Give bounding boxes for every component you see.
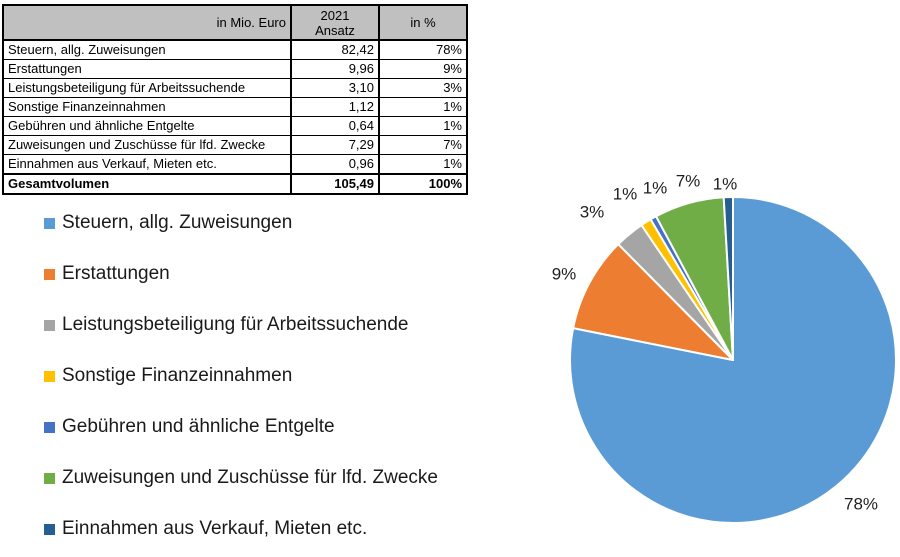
legend-item: Erstattungen — [44, 263, 438, 285]
row-label: Sonstige Finanzeinnahmen — [2, 97, 292, 117]
row-percent: 7% — [378, 135, 468, 155]
table-row: Steuern, allg. Zuweisungen 82,42 78% — [2, 39, 468, 60]
legend-label: Steuern, allg. Zuweisungen — [62, 212, 293, 233]
row-value: 3,10 — [290, 78, 380, 98]
row-label: Steuern, allg. Zuweisungen — [2, 39, 292, 60]
pie-data-label: 1% — [613, 185, 638, 204]
row-percent: 100% — [378, 173, 468, 195]
legend-label: Einnahmen aus Verkauf, Mieten etc. — [62, 518, 368, 539]
row-value: 105,49 — [290, 173, 380, 195]
table-header: in Mio. Euro 2021 Ansatz in % — [2, 4, 468, 41]
table-header-unit: in Mio. Euro — [2, 4, 292, 41]
legend-item: Steuern, allg. Zuweisungen — [44, 212, 438, 234]
row-label: Einnahmen aus Verkauf, Mieten etc. — [2, 154, 292, 175]
pie-data-label: 78% — [844, 495, 878, 514]
table-header-year-line2: Ansatz — [315, 22, 355, 38]
table-row: Zuweisungen und Zuschüsse für lfd. Zweck… — [2, 135, 468, 155]
legend-swatch-icon — [44, 523, 55, 535]
legend-swatch-icon — [44, 421, 55, 433]
row-label: Erstattungen — [2, 59, 292, 79]
pie-data-label: 7% — [676, 172, 701, 191]
row-value: 0,64 — [290, 116, 380, 136]
pie-slice — [572, 243, 734, 361]
pie-slice — [568, 196, 897, 524]
row-label: Leistungsbeteiligung für Arbeitssuchende — [2, 78, 292, 98]
table-total-row: Gesamtvolumen 105,49 100% — [2, 173, 468, 195]
legend-swatch-icon — [44, 319, 55, 331]
legend-label: Sonstige Finanzeinnahmen — [62, 365, 293, 386]
pie-data-label: 1% — [713, 175, 738, 194]
pie-data-label: 3% — [580, 203, 605, 222]
legend-item: Gebühren und ähnliche Entgelte — [44, 416, 438, 438]
legend-item: Einnahmen aus Verkauf, Mieten etc. — [44, 518, 438, 540]
legend-swatch-icon — [44, 268, 55, 280]
table-header-year-line1: 2021 — [320, 7, 350, 23]
row-percent: 1% — [378, 97, 468, 117]
row-value: 9,96 — [290, 59, 380, 79]
row-value: 7,29 — [290, 135, 380, 155]
row-percent: 78% — [378, 39, 468, 60]
legend-label: Erstattungen — [62, 263, 170, 284]
legend-swatch-icon — [44, 217, 55, 229]
legend-swatch-icon — [44, 472, 55, 484]
legend-label: Zuweisungen und Zuschüsse für lfd. Zweck… — [62, 467, 438, 488]
pie-data-label: 9% — [552, 265, 577, 284]
table-row: Sonstige Finanzeinnahmen 1,12 1% — [2, 97, 468, 117]
table-body: Steuern, allg. Zuweisungen 82,42 78% Erstat… — [2, 39, 468, 195]
legend-item: Leistungsbeteiligung für Arbeitssuchende — [44, 314, 438, 336]
pie-data-label: 1% — [643, 179, 668, 198]
row-percent: 1% — [378, 116, 468, 136]
row-value: 82,42 — [290, 39, 380, 60]
table-row: Gebühren und ähnliche Entgelte 0,64 1% — [2, 116, 468, 136]
budget-table: in Mio. Euro 2021 Ansatz in % Steuern, al… — [2, 4, 468, 195]
row-percent: 3% — [378, 78, 468, 98]
pie-chart: 78% 9% 3% 1% 1% 7% 1% — [552, 172, 897, 524]
table-row: Leistungsbeteiligung für Arbeitssuchende… — [2, 78, 468, 98]
legend-item: Zuweisungen und Zuschüsse für lfd. Zweck… — [44, 467, 438, 489]
pie-slice — [722, 196, 734, 361]
row-value: 0,96 — [290, 154, 380, 175]
row-percent: 9% — [378, 59, 468, 79]
table-header-percent: in % — [378, 4, 468, 41]
table-header-row: in Mio. Euro 2021 Ansatz in % — [2, 4, 468, 41]
row-value: 1,12 — [290, 97, 380, 117]
legend-label: Gebühren und ähnliche Entgelte — [62, 416, 335, 437]
row-label: Zuweisungen und Zuschüsse für lfd. Zweck… — [2, 135, 292, 155]
row-label: Gebühren und ähnliche Entgelte — [2, 116, 292, 136]
pie-legend: Steuern, allg. Zuweisungen Erstattungen Le… — [44, 212, 438, 557]
row-label: Gesamtvolumen — [2, 173, 292, 195]
table-header-year: 2021 Ansatz — [290, 4, 380, 41]
legend-swatch-icon — [44, 370, 55, 382]
legend-label: Leistungsbeteiligung für Arbeitssuchende — [62, 314, 409, 335]
table-row: Erstattungen 9,96 9% — [2, 59, 468, 79]
row-percent: 1% — [378, 154, 468, 175]
legend-item: Sonstige Finanzeinnahmen — [44, 365, 438, 387]
table-row: Einnahmen aus Verkauf, Mieten etc. 0,96 1% — [2, 154, 468, 175]
